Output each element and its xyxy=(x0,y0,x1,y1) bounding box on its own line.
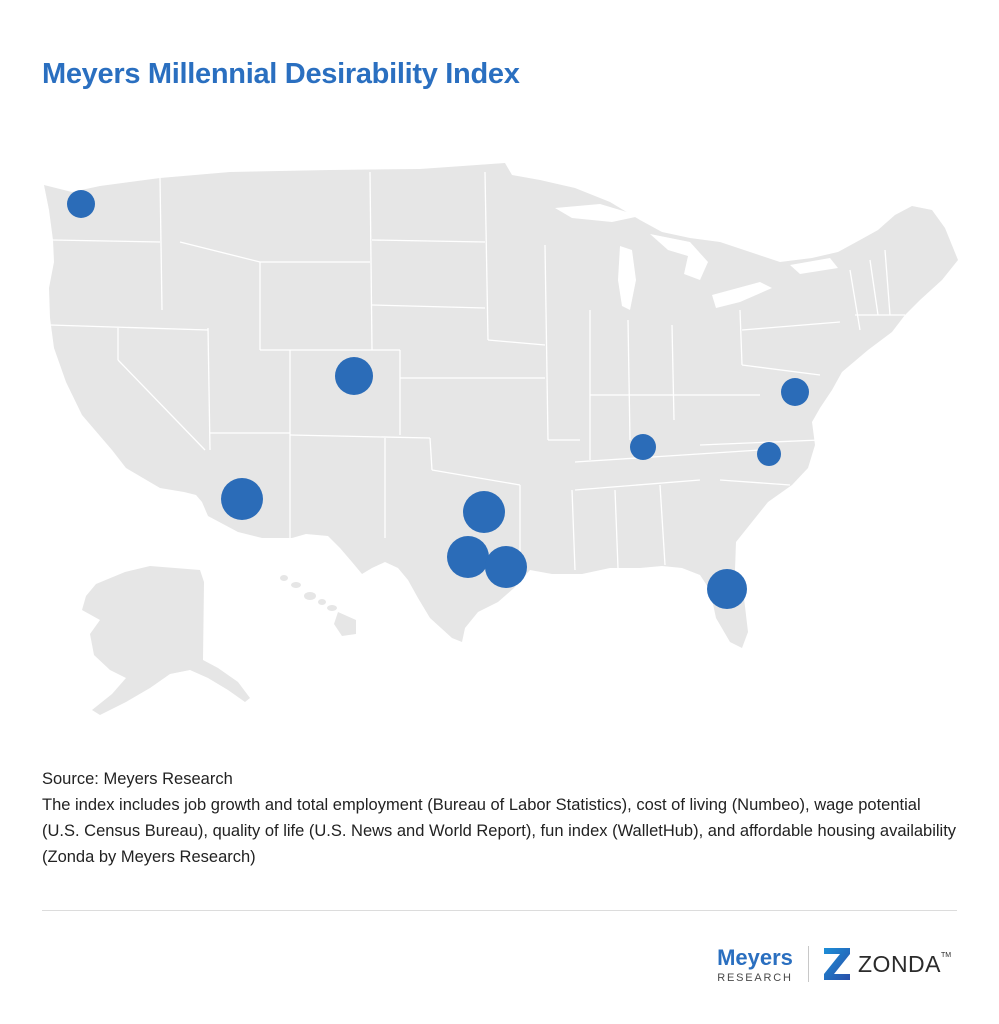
zonda-logo: ZONDA TM xyxy=(822,946,951,982)
contiguous-us-land xyxy=(44,163,958,648)
meyers-research-logo: Meyers RESEARCH xyxy=(716,946,794,985)
city-marker-raleigh xyxy=(757,442,781,466)
us-map-svg xyxy=(44,163,958,715)
city-marker-houston xyxy=(485,546,527,588)
city-marker-washington-dc xyxy=(781,378,809,406)
city-marker-nashville xyxy=(630,434,656,460)
us-map xyxy=(0,150,999,730)
source-notes: Source: Meyers Research The index includ… xyxy=(42,766,962,870)
alaska-land xyxy=(82,566,250,715)
city-marker-orlando xyxy=(707,569,747,609)
city-marker-phoenix xyxy=(221,478,263,520)
state-borders xyxy=(49,171,905,571)
meyers-logo-sub: RESEARCH xyxy=(717,972,793,984)
meyers-logo-name: Meyers xyxy=(717,945,793,970)
source-label: Source: Meyers Research xyxy=(42,770,233,788)
source-description: The index includes job growth and total … xyxy=(42,796,957,866)
footer-divider xyxy=(42,910,957,911)
page-title: Meyers Millennial Desirability Index xyxy=(42,58,520,90)
zonda-z-icon xyxy=(824,948,850,980)
city-markers xyxy=(67,190,809,609)
logo-separator xyxy=(808,946,809,982)
city-marker-dallas xyxy=(463,491,505,533)
zonda-logo-name: ZONDA xyxy=(858,950,941,977)
city-marker-austin xyxy=(447,536,489,578)
city-marker-denver xyxy=(335,357,373,395)
great-lakes xyxy=(555,204,838,310)
hawaii-land xyxy=(280,575,356,636)
city-marker-seattle xyxy=(67,190,95,218)
zonda-trademark: TM xyxy=(941,952,952,959)
